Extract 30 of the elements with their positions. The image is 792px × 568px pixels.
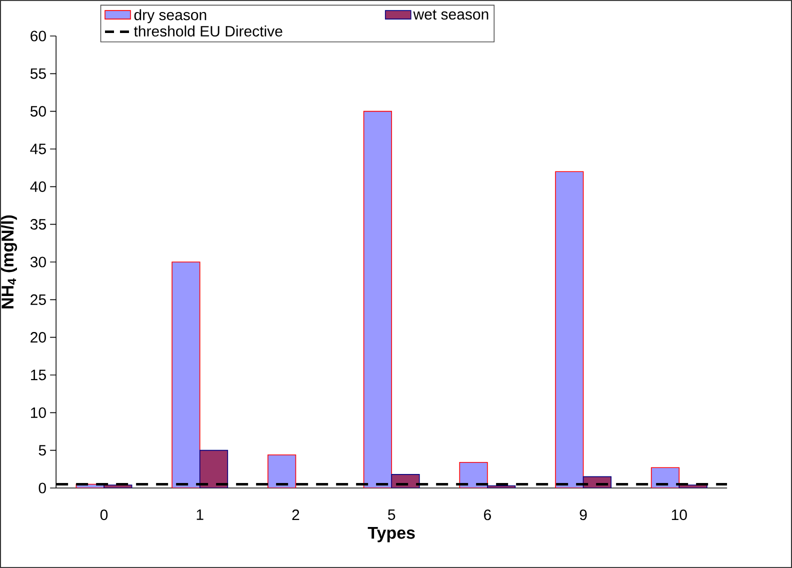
bar (199, 450, 228, 488)
x-tick-label: 2 (292, 510, 300, 520)
y-tick-label: 55 (30, 68, 46, 79)
y-tick-label: 5 (38, 445, 46, 456)
y-tick-label: 10 (31, 407, 46, 418)
x-tick-label: 5 (388, 510, 396, 520)
y-tick-label: 35 (30, 219, 46, 230)
y-tick-label: 0 (38, 482, 46, 494)
x-tick-label: 1 (196, 510, 204, 520)
x-tick-label: 9 (580, 510, 587, 520)
y-axis-title: NH$_{4}$ (mgN/l) (1, 215, 18, 308)
x-tick-label: 0 (100, 510, 108, 520)
bar (363, 110, 392, 488)
y-tick-label: 45 (30, 144, 46, 154)
bar (555, 171, 584, 488)
y-tick-label: 30 (30, 256, 46, 268)
legend-label: threshold EU Directive (134, 26, 282, 37)
x-axis-title: Types (368, 526, 415, 542)
y-tick-label: 40 (30, 181, 46, 192)
x-tick-label: 6 (484, 510, 491, 520)
legend-label: dry season (134, 9, 206, 24)
y-tick-label: 60 (30, 30, 46, 42)
x-tick-label: 10 (672, 510, 687, 520)
bar (268, 454, 296, 488)
y-tick-label: 25 (30, 294, 46, 305)
bar (172, 262, 200, 488)
y-tick-label: 15 (31, 370, 46, 380)
legend-label: wet season (413, 10, 488, 20)
y-tick-label: 50 (30, 106, 46, 117)
y-tick-label: 20 (30, 332, 46, 343)
